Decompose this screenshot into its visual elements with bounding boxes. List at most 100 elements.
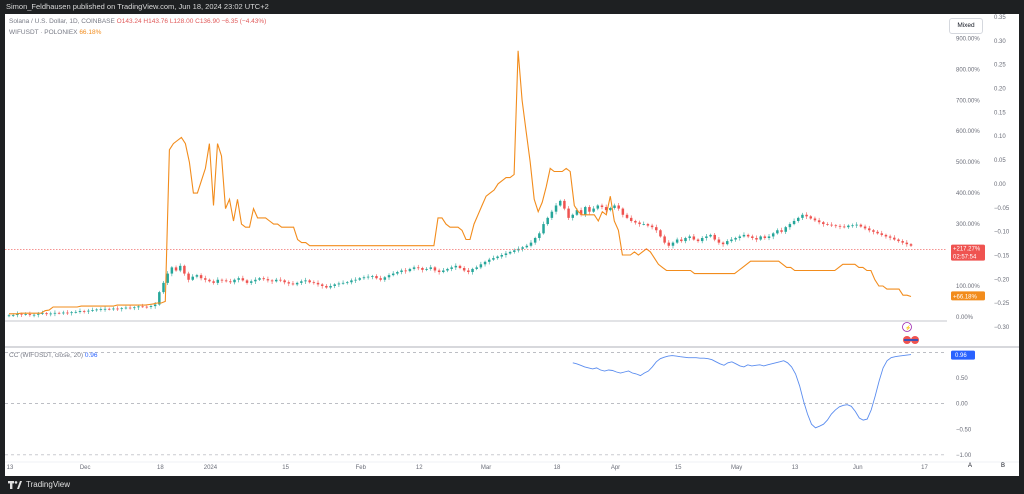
candle-body [304,280,307,282]
candle-body [462,268,466,271]
percent-axis-label: 300.00% [956,222,980,228]
candle-body [237,278,240,280]
candle-body [141,306,144,308]
candle-body [124,307,128,309]
candle-body [659,230,662,237]
candle-body [905,242,909,245]
candle-body [412,267,416,269]
candle-body [634,220,637,223]
candle-body [162,282,165,293]
candle-body [688,236,691,238]
candle-body [876,231,879,234]
candle-body [375,276,378,279]
candle-body [642,224,645,225]
candle-body [229,281,232,283]
candle-body [408,268,412,272]
candle-body [705,236,708,238]
candle-body [195,275,199,277]
candle-body [87,310,90,312]
candle-body [279,279,282,281]
candle-body [312,282,316,284]
price-axis-label: −0.20 [994,277,1010,283]
candle-body [379,278,382,280]
percent-axis-label: 0.00% [956,315,974,321]
time-axis-label: Feb [356,465,367,471]
price-axis-label: −0.30 [994,325,1010,331]
scale-b-button[interactable]: B [1001,463,1006,469]
time-axis-label: 15 [282,465,289,471]
candle-body [629,217,633,221]
candle-body [82,311,86,312]
price-axis-label: 0.00 [994,182,1006,188]
candle-body [329,285,332,288]
candle-body [492,258,495,260]
candle-body [266,279,270,281]
auto-scale-button[interactable]: A [968,463,973,469]
candle-body [53,312,57,314]
candle-body [258,278,261,280]
candle-body [596,205,600,209]
candle-body [780,230,783,232]
candle-body [78,311,82,312]
candle-body [362,277,366,279]
candle-body [542,224,545,234]
candle-body [575,210,579,215]
percent-axis-label: 900.00% [956,36,980,42]
candle-body [567,208,570,218]
candle-body [513,250,516,252]
candle-body [730,239,733,242]
candle-body [421,268,424,270]
time-axis-label: Dec [80,465,91,471]
candle-body [834,225,838,227]
candle-body [650,225,654,228]
tradingview-logo-icon [8,481,22,489]
time-axis-label: 18 [157,465,164,471]
candle-body [884,234,888,237]
candle-body [533,237,537,243]
candle-body [558,200,562,206]
candle-body [726,241,729,245]
candle-body [178,265,182,271]
candle-body [872,230,875,232]
candle-body [174,267,178,271]
candle-body [287,282,291,284]
candle-body [270,280,274,282]
chart-canvas[interactable]: 900.00% 800.00% 700.00% 600.00% 500.00% 400.0… [5,14,1019,476]
candle-body [391,273,395,276]
candle-body [508,251,512,254]
scale-mode-button[interactable]: Mixed [949,18,983,34]
candle-body [479,264,483,268]
candle-body [680,239,683,242]
indicator-legend: CC (WIFUSDT, close, 20) 0.96 [9,352,98,359]
candle-body [571,214,574,218]
candle-body [70,312,73,314]
candle-body [220,279,224,281]
candle-body [245,280,249,283]
candle-body [563,200,566,209]
candle-body [909,244,913,246]
legend-low: L128.00 [169,18,194,25]
candle-body [667,242,671,246]
candle-body [901,241,904,243]
candle-body [801,214,804,218]
candle-body [337,283,341,285]
time-axis-label: 13 [792,465,799,471]
candle-body [809,216,813,219]
cc-axis-label: −1.00 [956,453,972,459]
candle-body [187,273,190,280]
candle-body [855,224,858,226]
time-axis-label: Jun [853,465,863,471]
candle-body [797,217,800,221]
candle-body [137,306,140,308]
price-axis-label: 0.05 [994,158,1006,164]
time-axis-label: 12 [416,465,423,471]
time-axis-label: 13 [7,465,14,471]
candle-body [400,270,403,273]
candle-body [859,224,863,227]
candle-body [158,292,161,305]
candle-body [496,256,499,259]
candle-body [295,282,299,285]
candle-body [483,261,487,265]
price-axis-label: −0.25 [994,301,1010,307]
candle-body [842,226,846,228]
